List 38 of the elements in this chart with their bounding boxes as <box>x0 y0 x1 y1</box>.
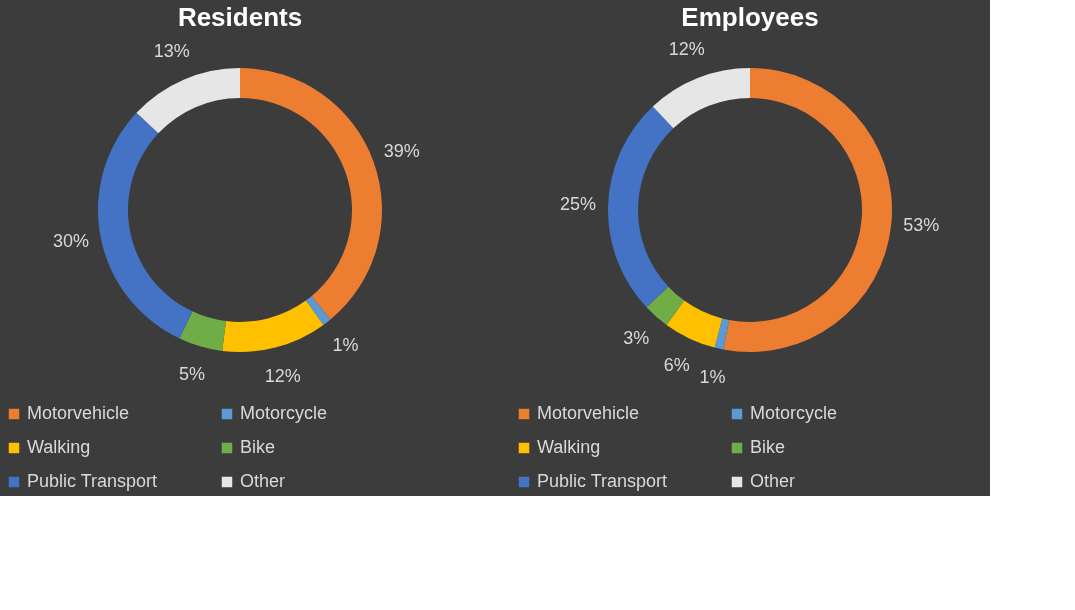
donut-slice <box>136 68 240 134</box>
data-label: 12% <box>264 365 301 386</box>
donut-slice <box>666 300 723 348</box>
legend-label: Motorcycle <box>240 403 328 423</box>
data-label: 1% <box>699 366 726 387</box>
donut-slice <box>305 296 331 325</box>
legend-label: Walking <box>537 437 601 457</box>
legend-label: Walking <box>27 437 91 457</box>
data-label: 3% <box>623 328 650 349</box>
legend-label: Other <box>750 471 796 491</box>
legend-label: Bike <box>750 437 786 457</box>
data-label: 30% <box>53 231 90 252</box>
legend-label: Public Transport <box>537 471 668 491</box>
data-label: 5% <box>179 364 206 385</box>
data-label: 6% <box>663 354 690 375</box>
legend-label: Motorcycle <box>750 403 838 423</box>
donut-slice <box>222 300 324 352</box>
data-label: 53% <box>903 215 940 236</box>
donut-slice <box>723 68 892 352</box>
donut-slice <box>714 318 730 350</box>
chart-title: Employees <box>681 2 819 32</box>
data-label: 12% <box>668 39 705 60</box>
donut-slice <box>240 68 382 320</box>
data-label: 39% <box>383 140 420 161</box>
data-label: 13% <box>153 41 190 62</box>
donut-slice <box>646 286 685 325</box>
data-label: 25% <box>560 193 597 214</box>
legend-label: Motorvehicle <box>537 403 640 423</box>
legend-label: Motorvehicle <box>27 403 130 423</box>
legend-label: Public Transport <box>27 471 158 491</box>
donut-slice <box>98 112 193 339</box>
legend-label: Other <box>240 471 286 491</box>
legend-label: Bike <box>240 437 276 457</box>
donut-slice <box>652 68 750 129</box>
data-label: 1% <box>332 334 359 355</box>
donut-slice <box>179 311 226 351</box>
donut-slice <box>608 106 674 308</box>
chart-title: Residents <box>177 2 303 32</box>
